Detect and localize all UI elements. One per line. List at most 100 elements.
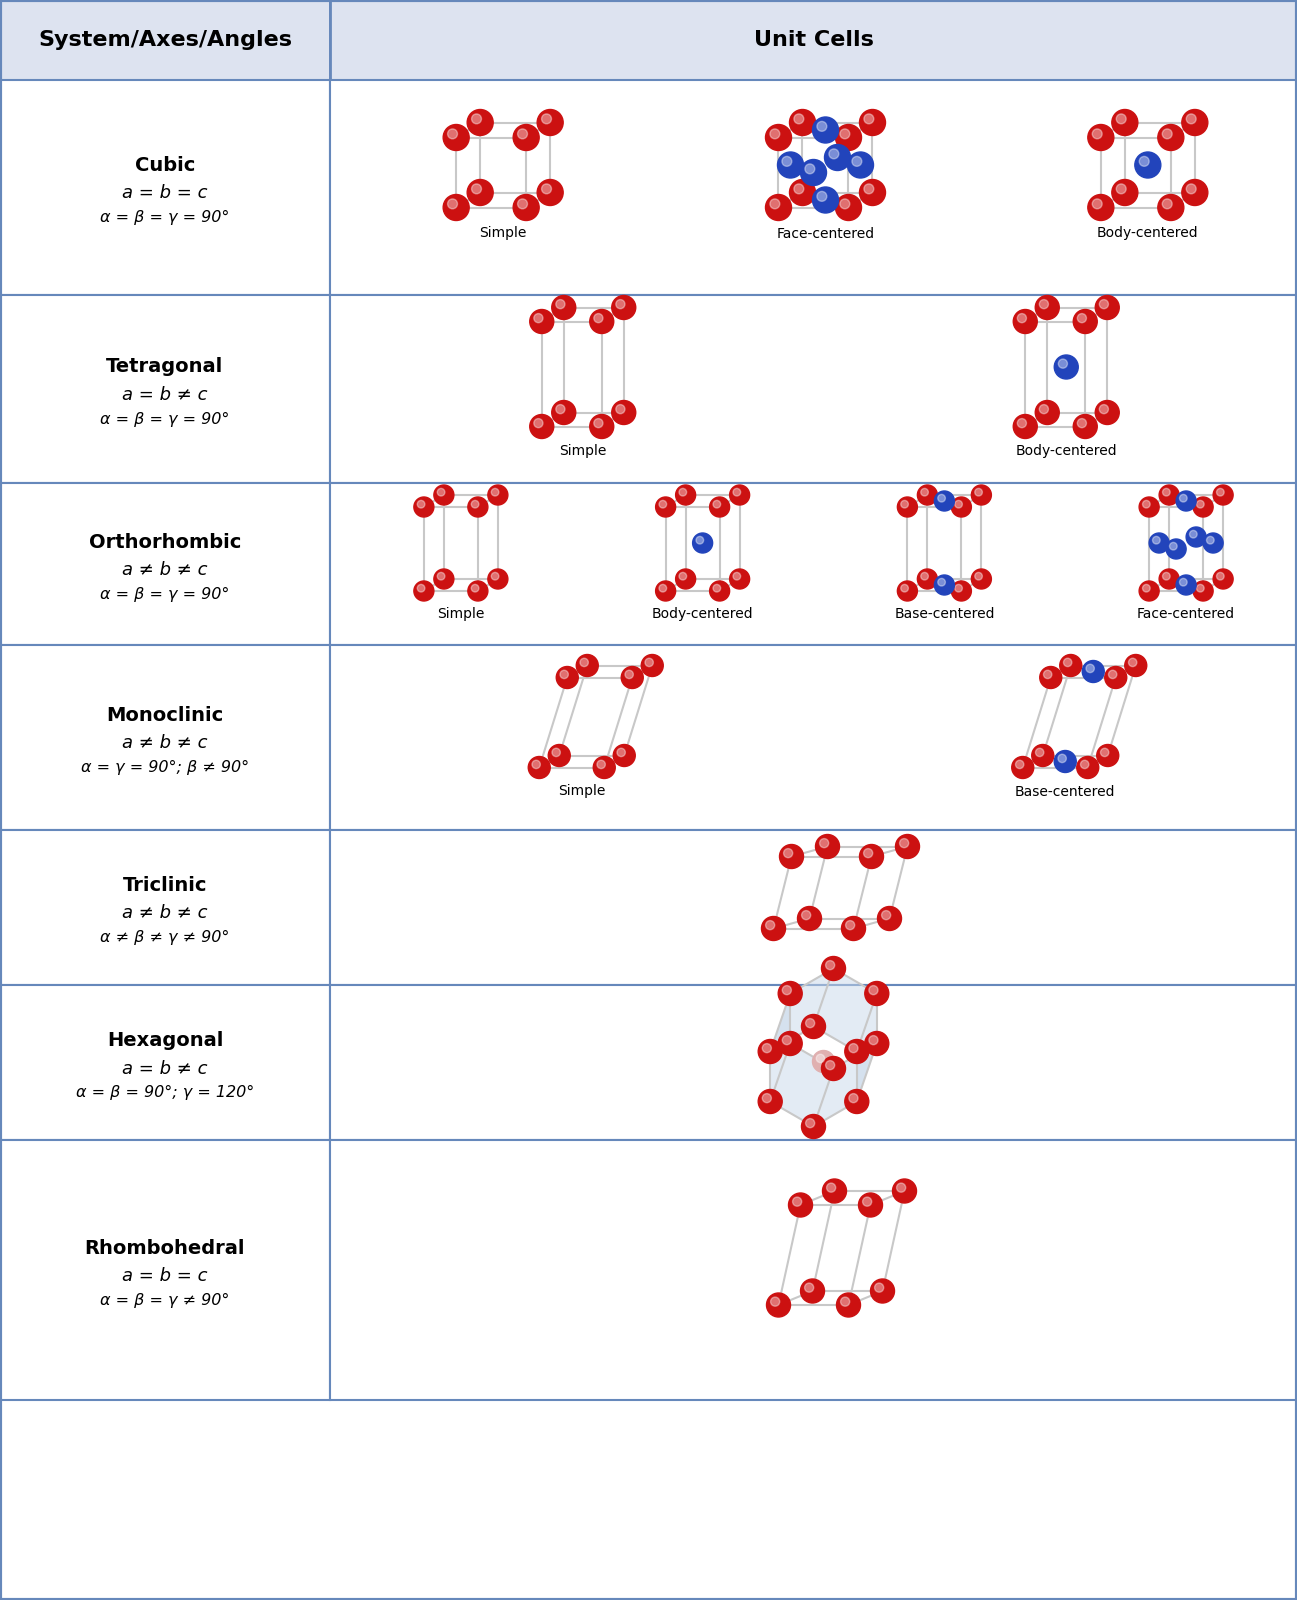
Circle shape — [840, 130, 850, 139]
Circle shape — [859, 1194, 882, 1218]
Circle shape — [693, 533, 712, 554]
Circle shape — [817, 122, 826, 131]
Circle shape — [763, 1043, 772, 1053]
Circle shape — [472, 114, 481, 123]
Circle shape — [612, 400, 636, 424]
Text: a ≠ b ≠ c: a ≠ b ≠ c — [122, 734, 208, 752]
Circle shape — [418, 584, 425, 592]
Circle shape — [892, 1179, 917, 1203]
Circle shape — [812, 117, 838, 142]
Circle shape — [805, 1019, 815, 1027]
Text: α = γ = 90°; β ≠ 90°: α = γ = 90°; β ≠ 90° — [80, 760, 249, 774]
Circle shape — [1054, 750, 1077, 773]
Circle shape — [1060, 654, 1082, 677]
Text: Rhombohedral: Rhombohedral — [84, 1238, 245, 1258]
Circle shape — [534, 314, 543, 323]
Circle shape — [878, 907, 901, 931]
Circle shape — [1162, 573, 1170, 579]
Text: α = β = 90°; γ = 120°: α = β = 90°; γ = 120° — [77, 1085, 254, 1101]
Circle shape — [733, 488, 741, 496]
Bar — [329, 80, 1297, 294]
Circle shape — [514, 195, 540, 221]
Circle shape — [901, 584, 908, 592]
Polygon shape — [813, 968, 877, 1051]
Circle shape — [898, 498, 917, 517]
Circle shape — [529, 309, 554, 333]
Circle shape — [1013, 414, 1038, 438]
Circle shape — [1044, 670, 1052, 678]
Text: Body-centered: Body-centered — [1097, 227, 1198, 240]
Circle shape — [805, 1118, 815, 1128]
Circle shape — [594, 419, 603, 427]
Bar — [329, 483, 1297, 645]
Circle shape — [467, 109, 493, 136]
Circle shape — [514, 125, 540, 150]
Text: Unit Cells: Unit Cells — [754, 30, 873, 50]
Circle shape — [537, 109, 563, 136]
Circle shape — [613, 744, 636, 766]
Circle shape — [730, 570, 750, 589]
Circle shape — [802, 910, 811, 920]
Circle shape — [492, 488, 499, 496]
Circle shape — [1112, 109, 1137, 136]
Polygon shape — [813, 1043, 877, 1126]
Circle shape — [641, 654, 663, 677]
Text: Tetragonal: Tetragonal — [106, 357, 223, 376]
Circle shape — [542, 184, 551, 194]
Circle shape — [790, 179, 816, 205]
Text: Face-centered: Face-centered — [777, 227, 874, 240]
Circle shape — [1058, 754, 1066, 763]
Bar — [0, 645, 329, 830]
Bar — [0, 294, 329, 483]
Circle shape — [713, 584, 721, 592]
Circle shape — [820, 838, 829, 848]
Circle shape — [1162, 488, 1170, 496]
Circle shape — [621, 667, 643, 688]
Circle shape — [1012, 757, 1034, 779]
Circle shape — [765, 125, 791, 150]
Circle shape — [777, 152, 804, 178]
Circle shape — [1097, 744, 1119, 766]
Circle shape — [676, 485, 695, 506]
Circle shape — [860, 109, 886, 136]
Circle shape — [616, 299, 625, 309]
Circle shape — [826, 1061, 835, 1070]
Circle shape — [860, 845, 883, 869]
Circle shape — [778, 1032, 803, 1056]
Text: Base-centered: Base-centered — [894, 606, 995, 621]
Circle shape — [1082, 661, 1104, 683]
Circle shape — [1073, 309, 1097, 333]
Bar — [329, 645, 1297, 830]
Circle shape — [556, 405, 565, 414]
Circle shape — [765, 195, 791, 221]
Circle shape — [414, 498, 434, 517]
Circle shape — [1088, 195, 1114, 221]
Text: Hexagonal: Hexagonal — [106, 1030, 223, 1050]
Circle shape — [730, 485, 750, 506]
Circle shape — [800, 160, 826, 186]
Circle shape — [779, 845, 804, 869]
Text: Triclinic: Triclinic — [123, 877, 208, 894]
Circle shape — [1139, 581, 1160, 602]
Circle shape — [975, 488, 982, 496]
Circle shape — [821, 1056, 846, 1080]
Text: Simple: Simple — [558, 784, 606, 798]
Circle shape — [816, 835, 839, 859]
Circle shape — [1039, 299, 1048, 309]
Circle shape — [659, 501, 667, 509]
Circle shape — [821, 957, 846, 981]
Circle shape — [590, 309, 613, 333]
Circle shape — [713, 501, 721, 509]
Circle shape — [759, 1090, 782, 1114]
Circle shape — [1013, 309, 1038, 333]
Bar — [0, 80, 329, 294]
Text: a = b = c: a = b = c — [122, 184, 208, 203]
Circle shape — [680, 488, 686, 496]
Circle shape — [1193, 581, 1213, 602]
Circle shape — [645, 658, 654, 667]
Circle shape — [1109, 670, 1117, 678]
Circle shape — [816, 1054, 825, 1062]
Circle shape — [882, 910, 891, 920]
Circle shape — [1143, 501, 1150, 509]
Circle shape — [1100, 299, 1109, 309]
